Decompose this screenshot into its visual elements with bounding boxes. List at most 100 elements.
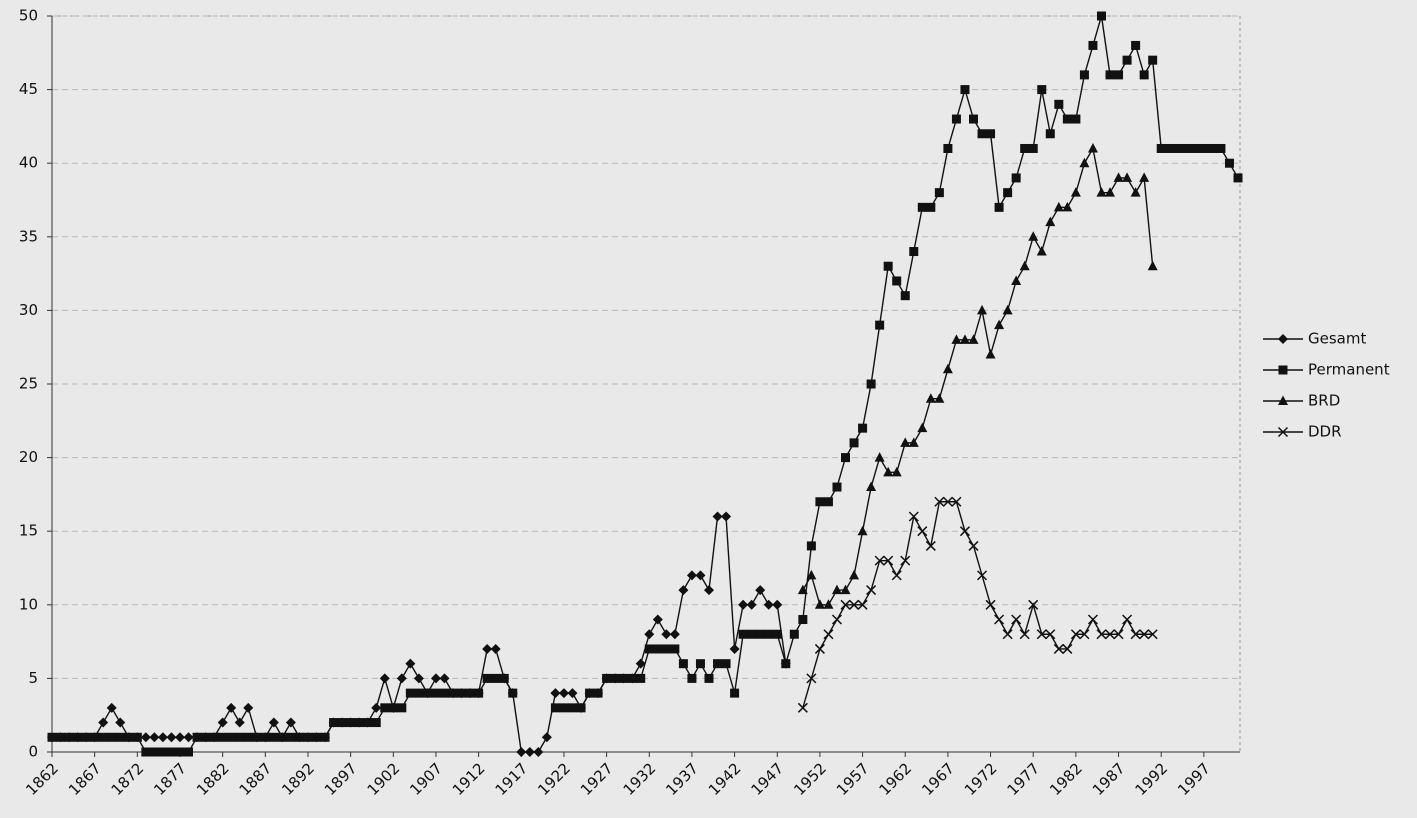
marker [1131,40,1141,50]
y-tick-label: 35 [19,227,38,245]
marker [1156,143,1166,153]
marker [285,717,296,728]
marker [235,732,245,742]
marker [1071,114,1081,124]
marker [934,393,945,403]
marker [482,673,492,683]
marker [516,747,527,757]
marker [892,276,902,286]
marker [670,644,680,654]
marker [1224,158,1234,168]
marker [968,540,979,551]
marker [115,717,126,728]
marker [550,703,560,713]
marker [814,643,825,654]
marker [1139,629,1150,640]
marker [329,718,339,728]
marker [840,599,851,610]
marker [695,659,705,669]
marker [1277,426,1289,438]
marker [269,732,279,742]
marker [567,688,578,699]
marker [550,688,561,699]
marker [704,673,714,683]
marker [90,732,100,742]
y-tick-label: 20 [19,448,38,466]
marker [1087,142,1098,153]
marker [806,569,817,580]
marker [209,732,219,742]
marker [1122,614,1133,625]
legend: Gesamt Permanent BRD DDR [1263,330,1390,441]
marker [149,732,160,743]
marker [832,482,842,492]
marker [1104,629,1116,640]
marker [976,570,988,581]
marker [482,643,493,654]
marker [430,673,441,684]
marker [823,599,834,609]
marker [891,570,902,581]
marker [602,673,612,683]
marker [755,585,766,596]
x-tick-label: 1912 [449,759,489,799]
x-tick-label: 1917 [492,759,532,799]
marker [491,673,501,683]
y-tick-label: 15 [19,522,38,540]
marker [985,599,996,610]
marker [619,673,629,683]
marker [635,658,646,669]
marker [405,658,416,669]
marker [1062,643,1073,654]
marker [541,732,552,743]
marker [1122,172,1133,182]
marker [1079,70,1089,80]
marker [823,497,833,507]
x-tick-label: 1987 [1089,759,1129,799]
marker [132,732,142,742]
legend-label: Permanent [1308,361,1390,379]
marker [934,496,945,507]
marker [585,688,595,698]
y-tick-label: 25 [19,375,38,393]
marker [1028,143,1038,153]
marker [183,732,194,743]
x-tick-label: 1897 [321,759,361,799]
marker [346,718,356,728]
marker [909,247,919,257]
marker [908,437,919,447]
marker [166,732,177,743]
marker [124,732,134,742]
marker [772,629,782,639]
marker [1036,246,1047,256]
marker [1020,143,1030,153]
marker [721,511,732,522]
marker [1139,172,1150,182]
marker [986,129,996,139]
x-tick-label: 1927 [577,759,617,799]
x-tick-label: 1997 [1174,759,1214,799]
marker [363,718,373,728]
marker [286,732,296,742]
marker [388,703,398,713]
x-tick-label: 1952 [790,759,830,799]
marker [644,644,654,654]
marker [174,732,185,743]
marker [943,143,953,153]
marker [371,702,382,713]
marker [797,702,808,713]
marker [738,599,749,610]
marker [448,688,458,698]
marker [798,615,808,625]
x-tick-label: 1892 [278,759,318,799]
series-line [802,146,1154,606]
marker [729,643,740,654]
marker [1216,143,1226,153]
marker [217,717,228,728]
marker [994,614,1005,625]
marker [713,659,723,669]
marker [917,422,928,433]
marker [678,659,688,669]
y-tick-label: 10 [19,595,38,613]
marker [1053,201,1064,212]
